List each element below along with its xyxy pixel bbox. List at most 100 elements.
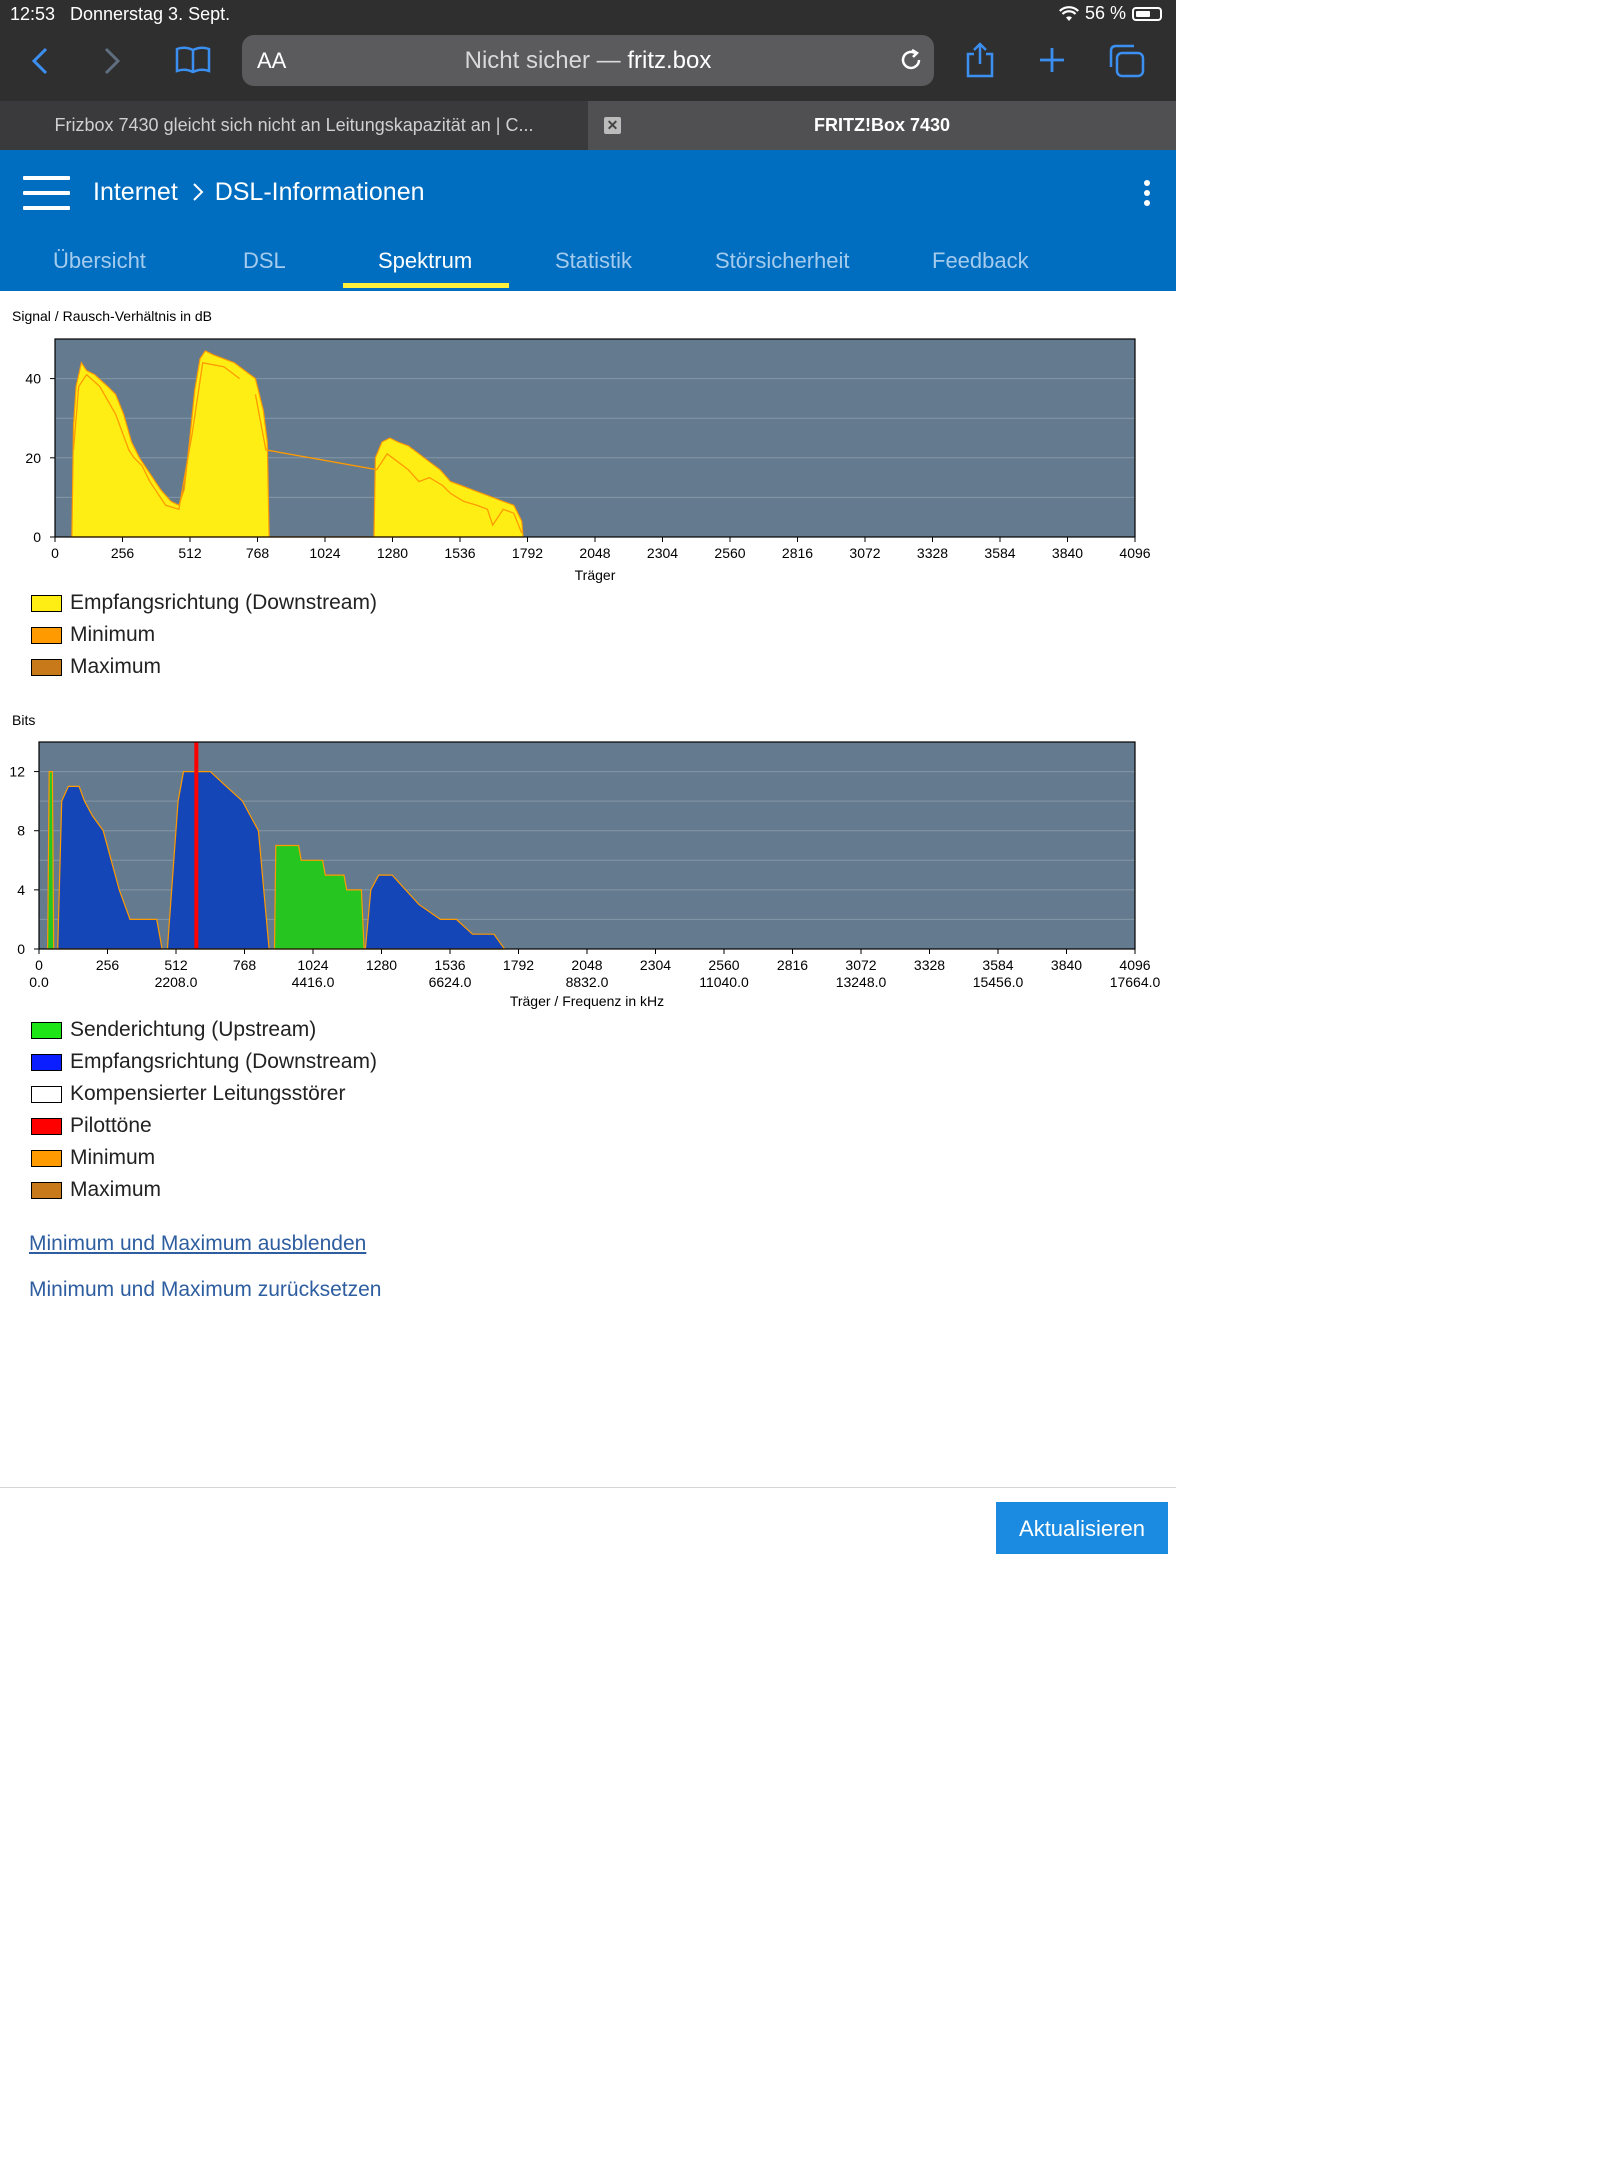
- snr-legend: Empfangsrichtung (Downstream) Minimum Ma…: [31, 587, 377, 683]
- y-tick-label: 12: [9, 764, 25, 780]
- legend-label: Maximum: [70, 1178, 162, 1201]
- refresh-button[interactable]: Aktualisieren: [996, 1502, 1168, 1554]
- bits-chart-title: Bits: [12, 712, 36, 728]
- tab-dsl[interactable]: DSL: [243, 248, 286, 273]
- legend-swatch: [31, 626, 62, 644]
- x-tick-label: 3072: [849, 545, 880, 561]
- y-tick-label: 0: [17, 941, 25, 957]
- battery-icon: [1132, 6, 1162, 21]
- breadcrumb: Internet DSL-Informationen: [93, 178, 425, 207]
- x-tick-label: 2560: [714, 545, 745, 561]
- legend-label: Empfangsrichtung (Downstream): [70, 591, 377, 614]
- legend-swatch: [31, 1117, 62, 1135]
- x-tick-label: 2304: [640, 957, 671, 973]
- x-tick-label: 2048: [579, 545, 610, 561]
- chevron-right-icon: [193, 183, 204, 201]
- legend-item: Pilottöne: [31, 1110, 377, 1142]
- reader-aa-button[interactable]: AA: [257, 48, 287, 73]
- snr-chart: 0 20 40 0 256 512 768 1024 1280 1536 1792 2048 2304 2…: [25, 338, 1151, 583]
- tab-spektrum[interactable]: Spektrum: [378, 248, 473, 273]
- tab-uebersicht[interactable]: Übersicht: [53, 248, 146, 273]
- menu-icon[interactable]: [23, 176, 70, 210]
- legend-item: Maximum: [31, 651, 377, 683]
- x-tick-label: 0: [35, 957, 43, 973]
- url-text: Nicht sicher — fritz.box: [242, 47, 934, 75]
- x-tick-label: 3840: [1051, 957, 1082, 973]
- battery-percent: 56 %: [1084, 3, 1126, 23]
- x-axis-label: Träger / Frequenz in kHz: [510, 993, 664, 1009]
- x-tick-label: 768: [233, 957, 257, 973]
- legend-label: Senderichtung (Upstream): [70, 1018, 317, 1041]
- y-tick-label: 8: [17, 823, 25, 839]
- x-tick-label: 512: [164, 957, 188, 973]
- x-tick-label: 768: [246, 545, 270, 561]
- x-tick-label: 0: [51, 545, 59, 561]
- address-bar[interactable]: AA Nicht sicher — fritz.box: [242, 35, 934, 86]
- legend-item: Senderichtung (Upstream): [31, 1014, 377, 1046]
- status-bar: 12:53 Donnerstag 3. Sept. 56 %: [0, 0, 1176, 28]
- snr-minimum-line: [254, 394, 523, 534]
- tab-feedback[interactable]: Feedback: [932, 248, 1029, 273]
- x-freq-tick-label: 2208.0: [155, 974, 198, 990]
- hide-minmax-link[interactable]: Minimum und Maximum ausblenden: [29, 1232, 367, 1255]
- more-options-icon[interactable]: [1144, 180, 1150, 210]
- legend-label: Empfangsrichtung (Downstream): [70, 1050, 377, 1073]
- close-tab-icon[interactable]: ✕: [604, 117, 621, 134]
- legend-label: Pilottöne: [70, 1114, 152, 1137]
- legend-item: Minimum: [31, 1142, 377, 1174]
- x-tick-label: 3072: [845, 957, 876, 973]
- x-tick-label: 3840: [1052, 545, 1083, 561]
- x-tick-label: 3584: [982, 957, 1013, 973]
- snr-downstream-area: [71, 350, 524, 538]
- app-header: Internet DSL-Informationen Übersicht DSL…: [0, 150, 1176, 291]
- breadcrumb-parent[interactable]: Internet: [93, 178, 178, 206]
- browser-tab-title: Frizbox 7430 gleicht sich nicht an Leitu…: [54, 115, 534, 135]
- legend-item: Empfangsrichtung (Downstream): [31, 1046, 377, 1078]
- reload-icon[interactable]: [898, 47, 924, 73]
- legend-item: Maximum: [31, 1174, 377, 1206]
- x-freq-tick-label: 6624.0: [429, 974, 472, 990]
- footer-divider: [0, 1487, 1176, 1488]
- bits-upstream-area: [273, 844, 365, 950]
- legend-swatch: [31, 658, 62, 676]
- tab-stoersicherheit[interactable]: Störsicherheit: [715, 248, 850, 273]
- new-tab-icon[interactable]: [1038, 46, 1066, 74]
- legend-swatch: [31, 1085, 62, 1103]
- legend-swatch: [31, 1149, 62, 1167]
- tabs-overview-icon[interactable]: [1108, 43, 1146, 79]
- reset-minmax-link[interactable]: Minimum und Maximum zurücksetzen: [29, 1278, 382, 1301]
- share-icon[interactable]: [964, 42, 996, 78]
- x-tick-label: 2304: [647, 545, 678, 561]
- bits-chart: 0 4 8 12 0 256 512 768 1024 1280 1536 1792 2048 2304 2…: [9, 741, 1161, 1009]
- forward-icon[interactable]: [102, 46, 122, 76]
- x-freq-tick-label: 13248.0: [836, 974, 887, 990]
- legend-swatch: [31, 1181, 62, 1199]
- x-tick-label: 3328: [917, 545, 948, 561]
- x-tick-label: 4096: [1119, 545, 1150, 561]
- status-date: Donnerstag 3. Sept.: [70, 4, 231, 24]
- browser-tab-forum[interactable]: Frizbox 7430 gleicht sich nicht an Leitu…: [0, 101, 588, 150]
- x-tick-label: 512: [178, 545, 202, 561]
- x-tick-label: 1536: [444, 545, 475, 561]
- x-tick-label: 3328: [914, 957, 945, 973]
- legend-item: Empfangsrichtung (Downstream): [31, 587, 377, 619]
- x-tick-label: 1792: [503, 957, 534, 973]
- x-freq-tick-label: 0.0: [29, 974, 49, 990]
- x-tick-label: 2816: [782, 545, 813, 561]
- back-icon[interactable]: [30, 46, 50, 76]
- browser-tab-bar: Frizbox 7430 gleicht sich nicht an Leitu…: [0, 101, 1176, 150]
- tab-statistik[interactable]: Statistik: [555, 248, 633, 273]
- bookmarks-icon[interactable]: [175, 46, 211, 74]
- active-tab-indicator: [343, 283, 509, 288]
- status-time: 12:53: [10, 4, 56, 24]
- y-tick-label: 0: [33, 529, 41, 545]
- bits-upstream-area: [46, 770, 55, 950]
- x-tick-label: 4096: [1119, 957, 1150, 973]
- x-axis-label: Träger: [575, 567, 616, 583]
- legend-item: Minimum: [31, 619, 377, 651]
- plot-border: [54, 338, 1136, 538]
- legend-label: Maximum: [70, 655, 162, 678]
- legend-label: Kompensierter Leitungsstörer: [70, 1082, 346, 1105]
- browser-tab-fritzbox[interactable]: ✕ FRITZ!Box 7430: [588, 101, 1176, 150]
- browser-toolbar: AA Nicht sicher — fritz.box: [0, 28, 1176, 101]
